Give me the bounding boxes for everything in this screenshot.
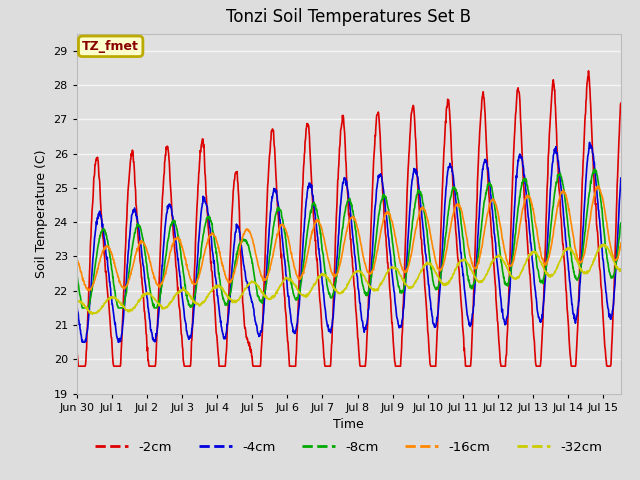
-16cm bbox=[304, 249, 312, 255]
-4cm bbox=[325, 328, 333, 334]
-2cm bbox=[138, 275, 145, 280]
-2cm bbox=[325, 363, 333, 369]
-16cm bbox=[383, 211, 390, 216]
Line: -16cm: -16cm bbox=[77, 186, 621, 290]
-8cm bbox=[383, 198, 390, 204]
-2cm bbox=[115, 363, 123, 369]
-2cm bbox=[617, 100, 625, 106]
-32cm bbox=[600, 241, 607, 247]
-2cm bbox=[316, 288, 323, 294]
-16cm bbox=[325, 259, 333, 265]
-16cm bbox=[617, 240, 625, 246]
-8cm bbox=[591, 166, 599, 172]
-8cm bbox=[79, 305, 86, 311]
-4cm bbox=[304, 184, 312, 190]
Text: TZ_fmet: TZ_fmet bbox=[82, 40, 139, 53]
-2cm bbox=[73, 341, 81, 347]
Legend: -2cm, -4cm, -8cm, -16cm, -32cm: -2cm, -4cm, -8cm, -16cm, -32cm bbox=[90, 435, 608, 459]
-4cm bbox=[73, 300, 81, 306]
-32cm bbox=[138, 295, 145, 300]
X-axis label: Time: Time bbox=[333, 418, 364, 431]
Line: -8cm: -8cm bbox=[77, 169, 621, 308]
-4cm bbox=[617, 175, 625, 181]
Line: -4cm: -4cm bbox=[77, 143, 621, 342]
-16cm bbox=[73, 254, 81, 260]
-8cm bbox=[304, 225, 312, 231]
-16cm bbox=[595, 183, 602, 189]
-16cm bbox=[85, 288, 93, 293]
-4cm bbox=[79, 339, 87, 345]
-8cm bbox=[115, 305, 123, 311]
Line: -2cm: -2cm bbox=[77, 71, 621, 366]
-8cm bbox=[316, 222, 323, 228]
-8cm bbox=[138, 229, 145, 235]
-8cm bbox=[617, 220, 625, 226]
-2cm bbox=[74, 363, 82, 369]
-4cm bbox=[586, 140, 593, 145]
-2cm bbox=[585, 68, 593, 74]
-4cm bbox=[138, 248, 145, 253]
-4cm bbox=[316, 251, 323, 257]
-16cm bbox=[138, 238, 145, 243]
-32cm bbox=[88, 312, 96, 317]
-32cm bbox=[617, 268, 625, 274]
-32cm bbox=[325, 278, 333, 284]
-32cm bbox=[115, 300, 123, 305]
Title: Tonzi Soil Temperatures Set B: Tonzi Soil Temperatures Set B bbox=[227, 9, 471, 26]
-32cm bbox=[383, 270, 390, 276]
-8cm bbox=[73, 269, 81, 275]
-2cm bbox=[304, 123, 312, 129]
-16cm bbox=[316, 220, 323, 226]
-4cm bbox=[383, 216, 390, 221]
-16cm bbox=[115, 279, 123, 285]
Line: -32cm: -32cm bbox=[77, 244, 621, 314]
-32cm bbox=[316, 273, 323, 279]
-32cm bbox=[304, 291, 312, 297]
Y-axis label: Soil Temperature (C): Soil Temperature (C) bbox=[35, 149, 48, 278]
-2cm bbox=[383, 246, 390, 252]
-4cm bbox=[115, 338, 123, 344]
-8cm bbox=[325, 291, 333, 297]
-32cm bbox=[73, 299, 81, 305]
